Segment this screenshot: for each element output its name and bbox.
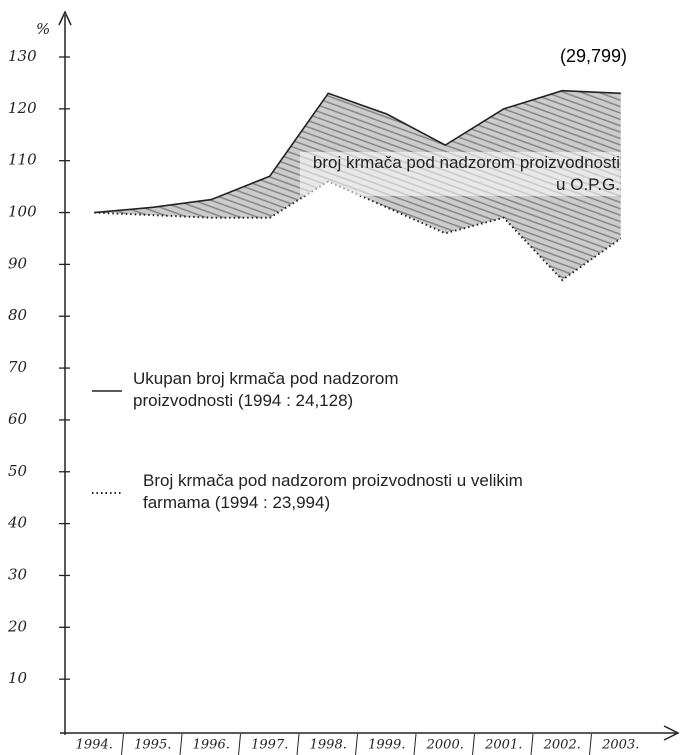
category-divider	[473, 734, 475, 755]
category-divider	[414, 734, 416, 755]
x-tick-label: 1996.	[193, 738, 230, 753]
legend-label: Ukupan broj krmača pod nadzorom proizvod…	[133, 368, 453, 412]
category-divider	[239, 734, 241, 755]
y-tick-label: 110	[8, 151, 37, 169]
y-label: %	[36, 20, 50, 38]
y-tick-label: 120	[8, 99, 37, 117]
x-tick-label: 2003.	[601, 738, 639, 753]
x-tick-label: 1997.	[251, 738, 288, 753]
annotation: broj krmača pod nadzorom proizvodnosti u…	[300, 152, 620, 196]
y-tick-label: 20	[7, 617, 28, 635]
x-tick-label: 1994.	[76, 738, 113, 753]
y-tick-label: 80	[8, 306, 28, 324]
y-tick-label: 130	[8, 47, 37, 65]
y-tick-label: 70	[8, 358, 28, 376]
y-tick-label: 40	[7, 514, 28, 532]
x-tick-label: 2001.	[484, 738, 522, 753]
x-tick-label: 2002.	[543, 738, 581, 753]
y-tick-label: 30	[8, 565, 28, 583]
category-divider	[180, 734, 182, 755]
page: {"chart_data": {"type": "line", "y_label…	[0, 0, 683, 755]
annotation: (29,799)	[560, 46, 627, 66]
y-tick-label: 100	[8, 203, 37, 221]
x-tick-label: 1999.	[368, 738, 405, 753]
x-tick-label: 2000.	[426, 738, 464, 753]
category-divider	[531, 734, 533, 755]
x-tick-label: 1995.	[134, 738, 171, 753]
y-tick-label: 90	[8, 254, 28, 272]
y-tick-label: 60	[8, 410, 28, 428]
y-tick-label: 10	[8, 669, 28, 687]
x-tick-label: 1998.	[310, 738, 347, 753]
category-divider	[297, 734, 299, 755]
category-divider	[356, 734, 358, 755]
category-divider	[590, 734, 592, 755]
y-tick-label: 50	[8, 462, 28, 480]
category-divider	[122, 734, 124, 755]
legend-label: Broj krmača pod nadzorom proizvodnosti u…	[143, 470, 583, 514]
